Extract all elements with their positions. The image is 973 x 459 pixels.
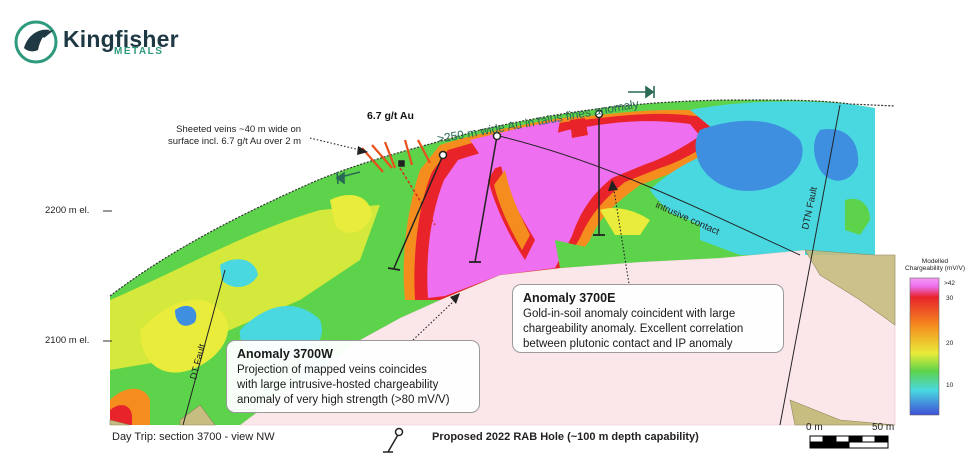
vein-projection bbox=[399, 167, 436, 226]
brand-subtitle: METALS bbox=[114, 46, 164, 57]
legend-title-line-1: Modelled bbox=[921, 258, 949, 265]
legend-tick-10: 10 bbox=[946, 382, 954, 389]
drill-hole-legend-icon bbox=[383, 427, 404, 453]
terrain-wedges bbox=[109, 249, 896, 426]
scale-label-50: 50 m bbox=[872, 422, 895, 433]
callout-anomaly-3700w: Anomaly 3700W Projection of mapped veins… bbox=[226, 340, 480, 413]
legend-color-bar bbox=[909, 277, 940, 416]
callout-3700e-line-1: Gold-in-soil anomaly coincident with lar… bbox=[523, 308, 736, 320]
callout-3700w-line-2: with large intrusive-hosted chargeabilit… bbox=[237, 379, 439, 391]
grade-label: 6.7 g/t Au bbox=[367, 110, 414, 122]
callout-anomaly-3700e: Anomaly 3700E Gold-in-soil anomaly coinc… bbox=[512, 284, 784, 353]
sheeted-veins-label: Sheeted veins ~40 m wide on surface incl… bbox=[168, 124, 301, 148]
kingfisher-logo-icon bbox=[14, 20, 58, 64]
callout-pointers bbox=[309, 137, 631, 341]
brand-name: Kingfisher bbox=[63, 26, 179, 52]
callout-3700e-title: Anomaly 3700E bbox=[523, 291, 616, 305]
sheeted-veins-line-2: surface incl. 6.7 g/t Au over 2 m bbox=[168, 136, 302, 147]
elev-label-2200: 2200 m el. bbox=[45, 205, 90, 216]
sheeted-veins-line-1: Sheeted veins ~40 m wide on bbox=[176, 124, 302, 135]
drill-hole-legend-label: Proposed 2022 RAB Hole (~100 m depth cap… bbox=[432, 431, 699, 443]
drill-holes bbox=[387, 109, 605, 271]
section-caption: Day Trip: section 3700 - view NW bbox=[112, 431, 275, 443]
intrusive-contact-line bbox=[494, 134, 801, 256]
legend-tick-20: 20 bbox=[946, 340, 954, 347]
dtn-fault-line bbox=[779, 104, 841, 426]
callout-3700e-line-3: between plutonic contact and IP anomaly bbox=[523, 338, 733, 350]
legend-tick-max: >42 bbox=[944, 280, 956, 287]
callout-3700w-line-1: Projection of mapped veins coincides bbox=[237, 364, 427, 376]
talus-extent-arrows bbox=[335, 85, 655, 185]
callout-3700w-title: Anomaly 3700W bbox=[237, 347, 333, 361]
callout-3700w-line-3: anomaly of very high strength (>80 mV/V) bbox=[237, 394, 450, 406]
scale-bar bbox=[809, 435, 889, 449]
legend-title: Modelled Chargeability (mV/V) bbox=[902, 258, 968, 272]
elev-label-2100: 2100 m el. bbox=[45, 335, 90, 346]
callout-3700e-line-2: chargeability anomaly. Excellent correla… bbox=[523, 323, 744, 335]
legend-title-line-2: Chargeability (mV/V) bbox=[905, 265, 965, 272]
scale-label-0: 0 m bbox=[806, 422, 823, 433]
legend-tick-30: 30 bbox=[946, 295, 954, 302]
dt-fault-line bbox=[182, 269, 226, 426]
